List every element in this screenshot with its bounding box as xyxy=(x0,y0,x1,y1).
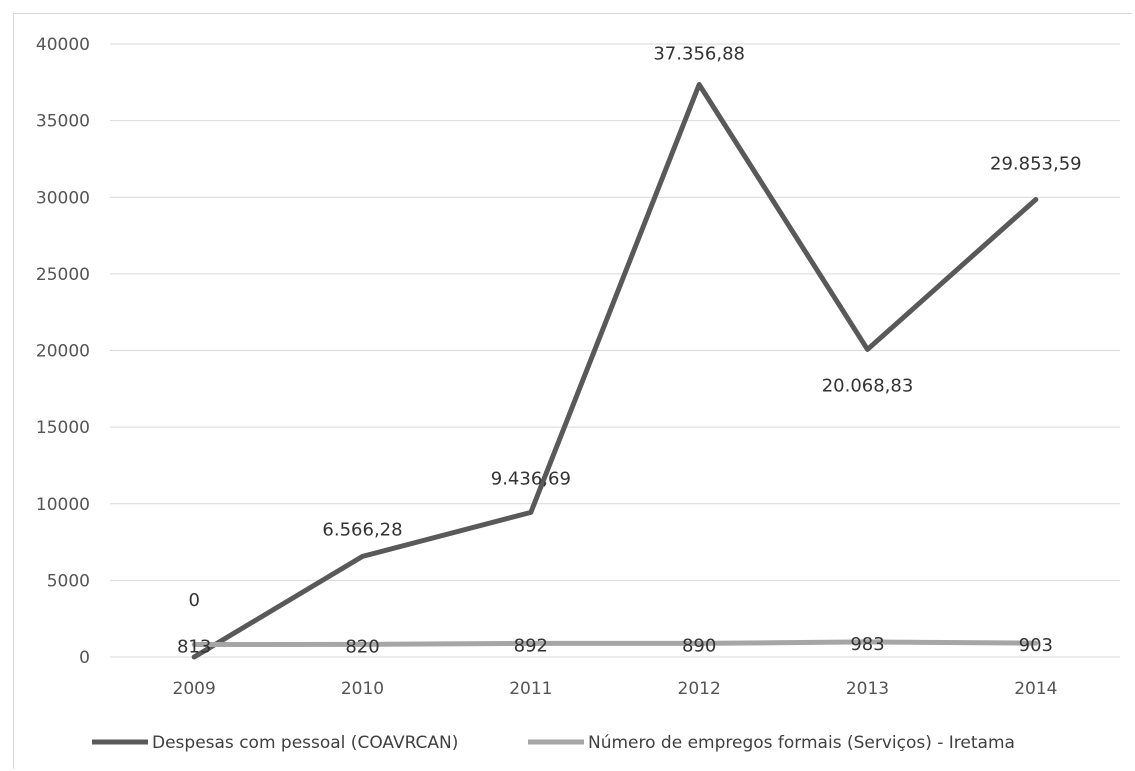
y-tick-label: 25000 xyxy=(36,265,90,285)
series-line-despesas xyxy=(191,82,1039,660)
data-label: 20.068,83 xyxy=(822,375,914,396)
data-labels: 0 6.566,28 9.436,69 37.356,88 20.068,83 29.85… xyxy=(177,44,1082,658)
data-label: 903 xyxy=(1019,635,1053,656)
data-label: 813 xyxy=(177,637,211,658)
y-tick-label: 40000 xyxy=(36,35,90,55)
y-tick-label: 15000 xyxy=(36,418,90,438)
y-tick-label: 10000 xyxy=(36,495,90,515)
data-label: 890 xyxy=(682,635,716,656)
data-label: 0 xyxy=(188,590,199,611)
series-line-empregos xyxy=(191,639,1039,648)
y-tick-label: 0 xyxy=(79,648,90,668)
y-tick-label: 5000 xyxy=(47,571,90,591)
data-label: 9.436,69 xyxy=(491,468,571,489)
x-tick-label: 2009 xyxy=(173,679,216,699)
x-axis: 2009 2010 2011 2012 2013 2014 xyxy=(173,679,1058,699)
series-lines xyxy=(191,82,1039,660)
data-label: 6.566,28 xyxy=(322,519,402,540)
legend: Despesas com pessoal (COAVRCAN) Número de… xyxy=(92,733,1015,753)
x-tick-label: 2010 xyxy=(341,679,384,699)
data-label: 37.356,88 xyxy=(653,44,745,65)
x-tick-label: 2013 xyxy=(846,679,889,699)
y-axis: 0 5000 10000 15000 20000 25000 30000 35000 40000 xyxy=(36,35,90,668)
legend-label: Despesas com pessoal (COAVRCAN) xyxy=(152,733,458,753)
y-tick-label: 20000 xyxy=(36,342,90,362)
x-tick-label: 2014 xyxy=(1014,679,1057,699)
data-label: 892 xyxy=(514,635,548,656)
legend-label: Número de empregos formais (Serviços) - … xyxy=(588,733,1015,753)
x-tick-label: 2011 xyxy=(509,679,552,699)
y-tick-label: 30000 xyxy=(36,188,90,208)
data-label: 820 xyxy=(345,636,379,657)
chart-frame xyxy=(13,13,1132,769)
gridlines xyxy=(110,43,1120,658)
data-label: 29.853,59 xyxy=(990,153,1082,174)
x-tick-label: 2012 xyxy=(678,679,721,699)
y-tick-label: 35000 xyxy=(36,112,90,132)
data-label: 983 xyxy=(850,634,884,655)
